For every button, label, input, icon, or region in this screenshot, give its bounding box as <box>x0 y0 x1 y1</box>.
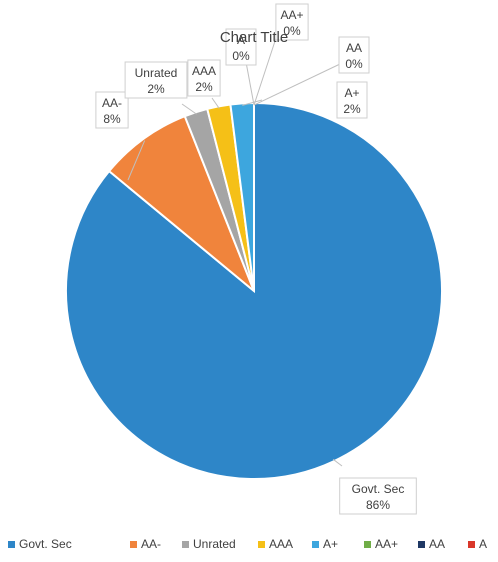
data-label-name: Govt. Sec <box>352 482 405 496</box>
data-label-name: AA <box>346 41 362 55</box>
data-label-box <box>124 61 188 99</box>
legend: Govt. Sec AA- Unrated AAA A+ AA+ AA A <box>8 537 487 551</box>
legend-label: AA <box>429 537 445 551</box>
data-label-box <box>338 36 370 74</box>
leader-line <box>332 458 343 467</box>
data-label-value: 2% <box>343 102 361 116</box>
legend-swatch <box>258 541 265 548</box>
data-label-box <box>339 477 417 515</box>
data-label-box <box>336 81 368 119</box>
legend-item: AA+ <box>364 537 398 551</box>
data-label-value: 0% <box>232 49 250 63</box>
data-label: AA 0% <box>338 36 370 74</box>
legend-item: Govt. Sec <box>8 537 72 551</box>
data-label: AA+ 0% <box>275 3 309 41</box>
legend-label: A <box>479 537 487 551</box>
legend-item: AA <box>418 537 445 551</box>
legend-swatch <box>418 541 425 548</box>
pie-slice-aa- <box>107 114 255 292</box>
legend-item: AA- <box>130 537 161 551</box>
data-label: A 0% <box>225 28 257 66</box>
data-label-box <box>275 3 309 41</box>
data-label-box <box>187 59 221 97</box>
data-label-box <box>225 28 257 66</box>
legend-swatch <box>468 541 475 548</box>
pie-slices <box>65 101 443 480</box>
data-label-value: 0% <box>345 57 363 71</box>
legend-label: AA- <box>141 537 161 551</box>
leader-line <box>127 140 146 181</box>
leader-line <box>245 61 255 106</box>
leader-line <box>253 31 279 106</box>
legend-item: A+ <box>312 537 338 551</box>
data-label-name: A <box>237 33 245 47</box>
legend-swatch <box>182 541 189 548</box>
legend-label: Govt. Sec <box>19 537 72 551</box>
data-label: AAA 2% <box>187 59 221 97</box>
legend-label: AA+ <box>375 537 398 551</box>
legend-item: AAA <box>258 537 293 551</box>
data-label-name: AA- <box>102 96 122 110</box>
data-label-value: 2% <box>147 82 165 96</box>
legend-item: Unrated <box>182 537 236 551</box>
legend-swatch <box>364 541 371 548</box>
data-label-value: 0% <box>283 24 301 38</box>
data-label-name: A+ <box>344 86 359 100</box>
data-label-name: AAA <box>192 64 216 78</box>
data-label: Govt. Sec 86% <box>339 477 417 515</box>
data-label-box <box>95 91 129 129</box>
legend-swatch <box>312 541 319 548</box>
leader-line <box>211 97 220 109</box>
leader-line <box>181 103 197 115</box>
data-label: Unrated 2% <box>124 61 188 99</box>
data-label-value: 86% <box>366 498 390 512</box>
data-label: A+ 2% <box>336 81 368 119</box>
data-label: AA- 8% <box>95 91 129 129</box>
legend-swatch <box>8 541 15 548</box>
leader-line <box>242 99 263 106</box>
leader-line <box>253 63 341 106</box>
legend-swatch <box>130 541 137 548</box>
legend-item: A <box>468 537 487 551</box>
data-label-name: AA+ <box>280 8 303 22</box>
leader-lines <box>127 31 343 467</box>
legend-label: A+ <box>323 537 338 551</box>
data-label-value: 2% <box>195 80 213 94</box>
legend-label: AAA <box>269 537 293 551</box>
chart-title: Chart Title <box>220 29 288 46</box>
legend-label: Unrated <box>193 537 236 551</box>
data-label-name: Unrated <box>135 66 178 80</box>
data-label-value: 8% <box>103 112 121 126</box>
